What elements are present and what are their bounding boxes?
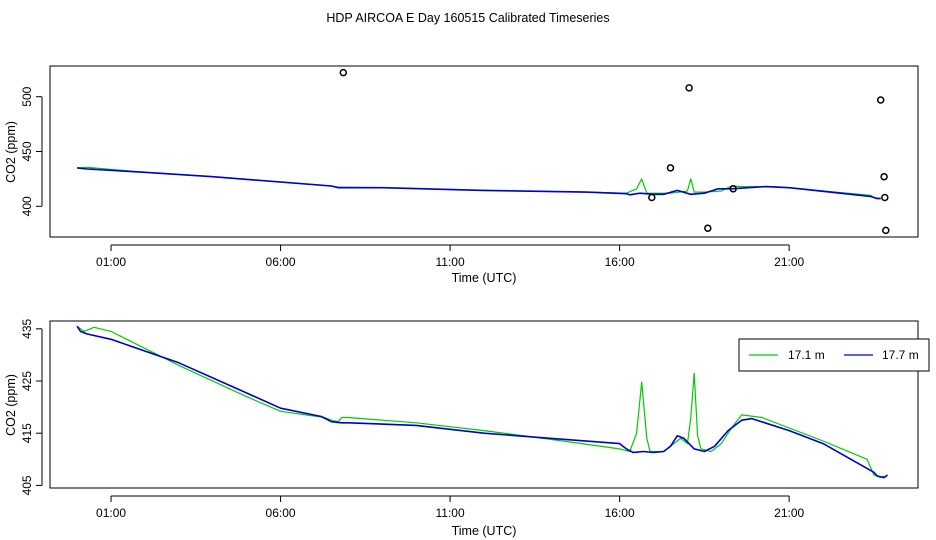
outlier-point (704, 224, 712, 232)
outlier-point (648, 193, 656, 202)
series-line-17-1-m (76, 325, 885, 479)
outlier-point (880, 172, 888, 181)
outlier-point (339, 68, 348, 77)
series-line-17-7-m (76, 325, 888, 479)
x-tick-label: 01:00 (96, 255, 126, 269)
series-line-17-7-m (77, 167, 881, 200)
outlier-point (882, 226, 890, 235)
legend-label-17-1m: 17.1 m (788, 348, 825, 362)
y-tick-label: 500 (20, 86, 34, 106)
bottom-x-axis: 01:00 06:00 11:00 16:00 21:00 (96, 495, 804, 520)
outlier-point (876, 96, 885, 104)
x-tick-label: 21:00 (774, 506, 804, 520)
x-tick-label: 21:00 (774, 255, 804, 269)
x-tick-label: 06:00 (266, 506, 296, 520)
legend-label-17-7m: 17.7 m (882, 348, 919, 362)
y-tick-label: 425 (20, 371, 34, 391)
y-tick-label: 450 (20, 141, 34, 161)
top-plot-frame (49, 65, 919, 238)
x-tick-label: 11:00 (436, 506, 465, 520)
figure-title: HDP AIRCOA E Day 160515 Calibrated Times… (326, 11, 609, 25)
top-y-axis: 400 450 500 (20, 86, 43, 216)
top-panel: 01:00 06:00 11:00 16:00 21:00 400 450 500 Time… (4, 65, 919, 285)
bottom-y-axis-label: CO2 (ppm) (4, 374, 18, 436)
top-panel-marks (77, 68, 890, 235)
legend: 17.1 m 17.7 m (738, 338, 930, 372)
series-line-17-1-m (77, 166, 881, 200)
y-tick-label: 415 (20, 423, 34, 443)
x-tick-label: 11:00 (436, 255, 465, 269)
top-y-axis-label: CO2 (ppm) (4, 121, 18, 183)
bottom-y-axis: 405 415 425 435 (20, 318, 43, 495)
y-tick-label: 435 (20, 318, 34, 338)
outlier-point (685, 84, 693, 92)
bottom-panel-marks (76, 325, 888, 479)
bottom-x-axis-label: Time (UTC) (452, 524, 517, 538)
x-tick-label: 01:00 (96, 506, 126, 520)
bottom-plot-frame (49, 320, 919, 489)
outlier-point (729, 185, 737, 193)
x-tick-label: 16:00 (605, 506, 635, 520)
outlier-point (881, 193, 889, 202)
y-tick-label: 400 (20, 196, 34, 216)
top-x-axis-label: Time (UTC) (452, 271, 517, 285)
outlier-point (666, 164, 675, 172)
top-x-axis: 01:00 06:00 11:00 16:00 21:00 (96, 244, 804, 269)
x-tick-label: 16:00 (605, 255, 635, 269)
x-tick-label: 06:00 (266, 255, 296, 269)
y-tick-label: 405 (20, 475, 34, 495)
bottom-panel: 01:00 06:00 11:00 16:00 21:00 405 415 425 435 T… (4, 318, 930, 538)
